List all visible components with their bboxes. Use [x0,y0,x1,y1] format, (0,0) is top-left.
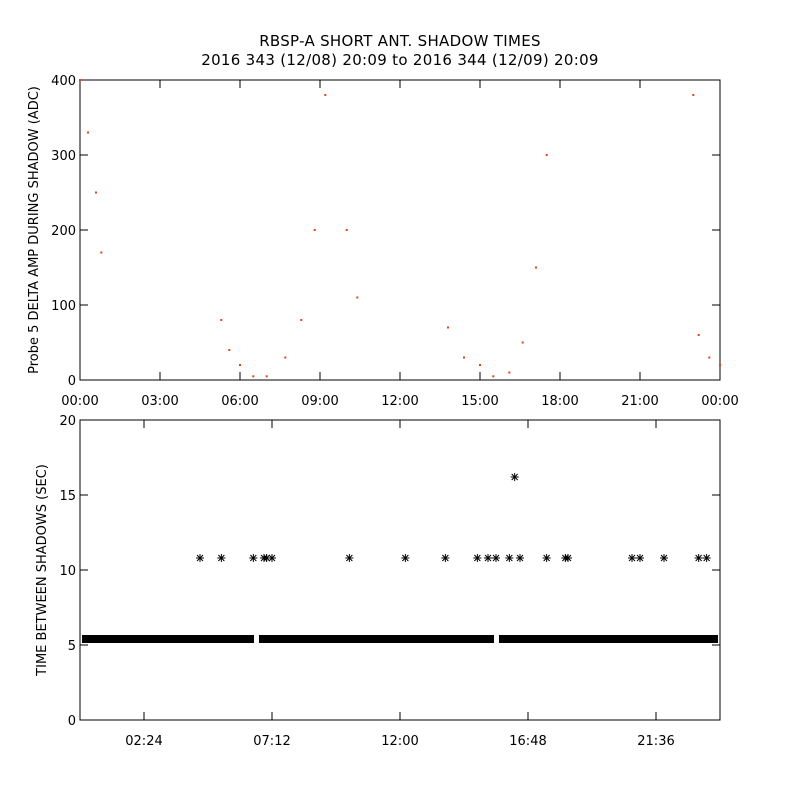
bottom-data-point [510,473,519,481]
top-data-point [545,154,548,156]
bottom-data-point [196,554,204,562]
top-ytick-label: 400 [51,74,76,89]
bottom-data-point [345,554,354,562]
bottom-data-point [702,554,711,562]
bottom-data-point [542,554,551,562]
top-data-point [345,229,348,231]
bottom-xtick-label: 07:12 [253,734,290,749]
bottom-ytick-label: 0 [68,714,76,729]
bottom-ytick-label: 15 [59,489,76,504]
top-panel: 00:00 03:00 06:00 09:00 12:00 15:00 18:00 21:00… [27,74,739,409]
bottom-xtick-label: 02:24 [125,734,162,749]
top-xtick-label: 00:00 [701,394,738,409]
chart-title-line2: 2016 343 (12/08) 20:09 to 2016 344 (12/0… [201,51,599,69]
top-data-point [220,319,223,321]
bottom-data-point [492,554,500,562]
top-xtick-label: 18:00 [541,394,578,409]
bottom-ytick-label: 10 [59,564,76,579]
top-xtick-label: 15:00 [461,394,498,409]
bottom-ticks: 02:24 07:12 12:00 16:48 21:36 0 5 10 15 20 [59,414,720,749]
top-data-point [692,94,695,96]
top-data-point [324,94,327,96]
top-ytick-label: 200 [51,224,76,239]
top-data-point [521,341,524,344]
top-ytick-label: 100 [51,299,76,314]
top-data-point [356,296,359,299]
top-ytick-label: 300 [51,149,76,164]
bottom-data-point [249,554,258,562]
top-xtick-label: 06:00 [221,394,258,409]
bottom-data-point [484,554,492,562]
top-xtick-label: 12:00 [381,394,418,409]
bottom-data-point [268,554,276,562]
bottom-ytick-label: 5 [68,639,76,654]
top-data-point [265,375,268,378]
bottom-data-point [401,554,410,562]
top-xtick-label: 03:00 [141,394,178,409]
bottom-data-point [441,554,450,562]
top-data-point [87,131,89,134]
bottom-data-point [516,554,524,562]
top-data-point [95,191,97,194]
top-data-point [697,334,700,336]
bottom-baseline-band [259,635,494,643]
top-xtick-label: 21:00 [621,394,658,409]
top-plot-frame [79,79,721,381]
top-data-point [228,349,231,351]
bottom-data-point [564,554,572,562]
bottom-data-point [217,554,226,562]
top-data-point [492,375,495,378]
bottom-baseline-band [82,635,254,643]
top-data-point [284,356,287,359]
bottom-data-point [628,554,636,562]
top-data-point [300,319,303,321]
bottom-data-point [636,554,644,562]
bottom-points [82,473,718,643]
top-data-point [79,79,81,81]
bottom-xtick-label: 21:36 [637,734,674,749]
top-data-point [252,375,255,378]
top-data-point [708,356,711,359]
bottom-data-point [660,554,668,562]
top-data-point [719,364,721,366]
top-data-point [479,364,481,366]
top-data-point [100,251,103,254]
chart-title-line1: RBSP-A SHORT ANT. SHADOW TIMES [259,32,541,50]
top-xtick-label: 09:00 [301,394,338,409]
top-data-point [447,326,449,329]
top-xtick-label: 00:00 [61,394,98,409]
bottom-ylabel: TIME BETWEEN SHADOWS (SEC) [35,464,50,677]
bottom-data-point [694,554,703,562]
bottom-data-point [505,554,514,562]
bottom-baseline-band [499,635,718,643]
bottom-data-point [473,554,482,562]
top-points [79,79,721,378]
bottom-plot-frame [79,419,721,721]
bottom-xtick-label: 12:00 [381,734,418,749]
bottom-panel: 02:24 07:12 12:00 16:48 21:36 0 5 10 15 20 TIME B… [35,414,721,749]
top-data-point [508,371,511,374]
top-ticks: 00:00 03:00 06:00 09:00 12:00 15:00 18:00 21:00… [51,74,739,409]
top-data-point [463,356,465,359]
top-data-point [535,266,537,269]
top-data-point [239,364,241,366]
top-data-point [313,229,316,231]
bottom-ytick-label: 20 [59,414,76,429]
top-ytick-label: 0 [68,374,76,389]
top-ylabel: Probe 5 DELTA AMP DURING SHADOW (ADC) [27,86,42,374]
bottom-xtick-label: 16:48 [509,734,546,749]
